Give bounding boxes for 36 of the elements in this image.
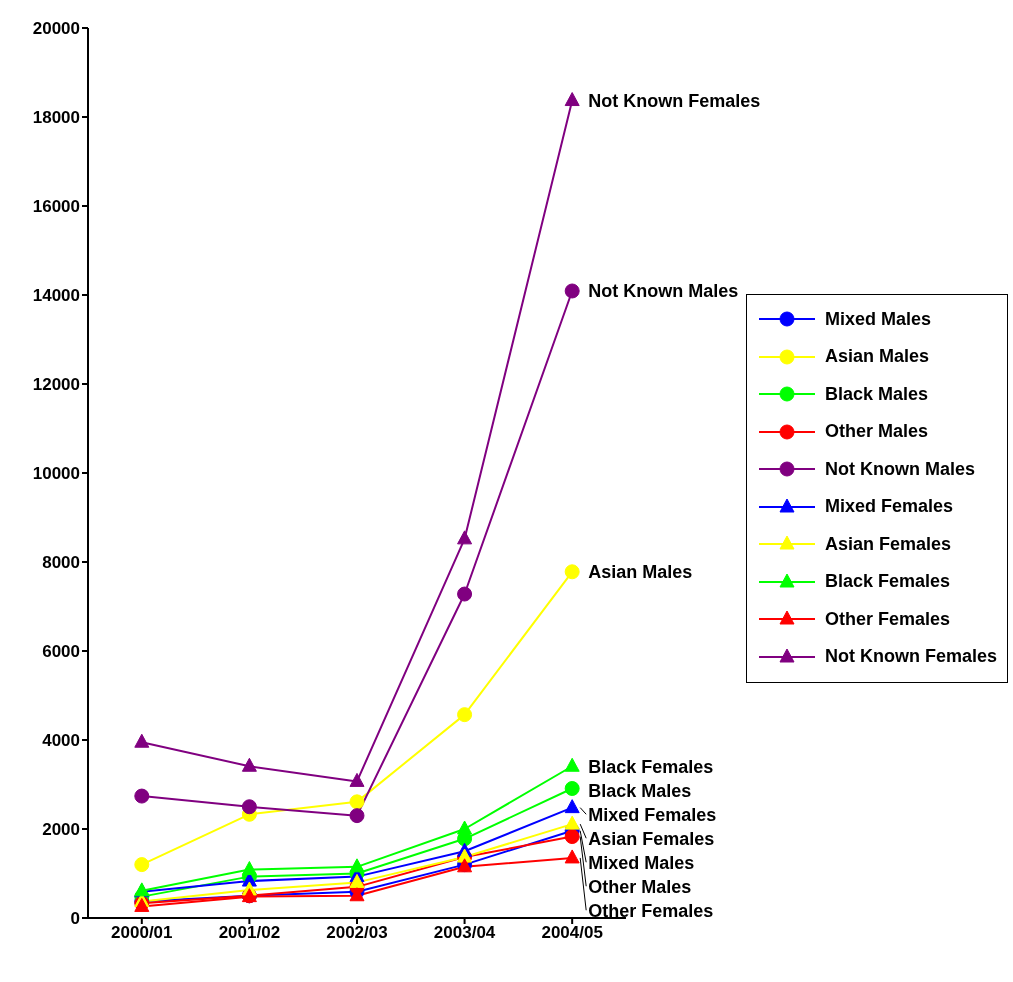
y-tick-label: 4000 <box>42 731 80 751</box>
legend-label: Other Males <box>824 421 929 443</box>
x-tick-label: 2001/02 <box>218 923 281 943</box>
text: Black Males <box>588 780 692 801</box>
text: Other Males <box>588 876 692 897</box>
y-tick-label: 18000 <box>32 108 80 128</box>
text: Asian Males <box>588 562 693 583</box>
x-tick-label: 2000/01 <box>111 923 173 943</box>
x-tick-label: 2003/04 <box>433 923 496 943</box>
y-tick-label: 10000 <box>32 464 80 484</box>
y-tick-label: 8000 <box>42 553 80 573</box>
legend-label: Asian Males <box>824 346 930 368</box>
x-tick-label: 2002/03 <box>326 923 388 943</box>
y-tick-label: 6000 <box>42 642 80 662</box>
legend-label: Not Known Females <box>824 646 997 668</box>
y-tick-label: 2000 <box>42 820 80 840</box>
legend-label: Black Females <box>824 571 951 593</box>
legend-label: Black Males <box>824 383 929 405</box>
y-tick-label: 12000 <box>32 375 80 395</box>
y-tick-label: 0 <box>70 909 80 929</box>
x-tick-label: 2004/05 <box>541 923 603 943</box>
text: Other Females <box>588 900 714 921</box>
text: Not Known Females <box>588 90 761 111</box>
y-tick-label: 14000 <box>32 286 80 306</box>
text: Mixed Males <box>588 852 695 873</box>
legend-label: Other Females <box>824 608 951 630</box>
y-tick-label: 16000 <box>32 197 80 217</box>
text: Asian Females <box>588 828 715 849</box>
text: Black Females <box>588 756 714 777</box>
legend-label: Not Known Males <box>824 458 975 480</box>
text: Not Known Males <box>588 281 739 302</box>
text: Mixed Females <box>588 804 717 825</box>
legend-label: Mixed Males <box>824 308 932 330</box>
legend-label: Asian Females <box>824 533 952 555</box>
legend-label: Mixed Females <box>824 496 954 518</box>
y-tick-label: 20000 <box>32 19 80 39</box>
